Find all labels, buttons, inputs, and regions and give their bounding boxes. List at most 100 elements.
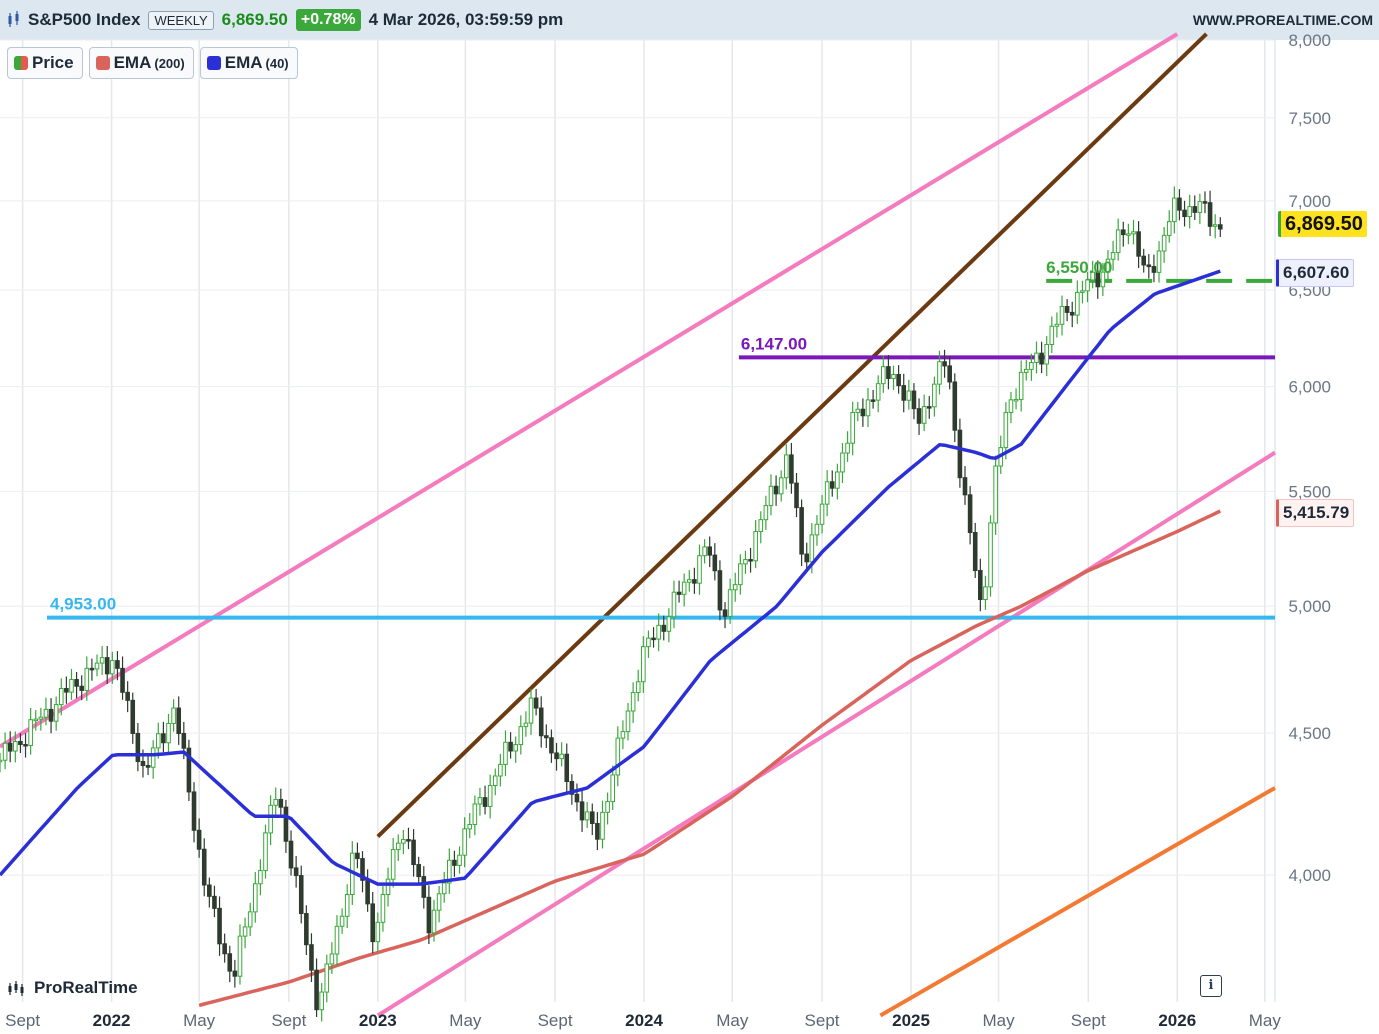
candle-body: [293, 867, 299, 877]
candle-body: [1059, 305, 1065, 325]
info-button[interactable]: i: [1200, 975, 1222, 997]
candle-body: [569, 780, 575, 795]
candle-body: [962, 477, 968, 496]
candle-body: [554, 752, 559, 760]
candle-body: [370, 903, 376, 943]
candle-body: [911, 390, 917, 410]
candle-body: [447, 859, 452, 884]
candle-body: [671, 591, 677, 618]
ema200-line: [198, 509, 1222, 1008]
candle-body: [237, 935, 243, 977]
legend-ema200-period: (200): [154, 55, 185, 71]
y-tick-label: 7,000: [1288, 192, 1331, 211]
horizontal-levels: [47, 278, 1275, 620]
candle-body: [886, 366, 891, 379]
candle-body: [171, 707, 176, 724]
candle-body: [1120, 229, 1126, 236]
candle-body: [43, 708, 49, 718]
candle-body: [972, 532, 978, 572]
trendline: [0, 32, 1179, 749]
candle-body: [875, 383, 881, 401]
candle-body: [978, 570, 983, 601]
candle-body: [1187, 206, 1192, 218]
candle-body: [1069, 311, 1075, 316]
candle-body: [503, 741, 508, 765]
candle-body: [329, 953, 335, 965]
candle-body: [263, 832, 268, 872]
y-tick-label: 8,000: [1288, 31, 1331, 50]
candle-body: [222, 943, 227, 955]
candle-body: [533, 697, 539, 709]
candle-body: [232, 970, 238, 977]
candle-body: [544, 735, 549, 739]
candle-body: [891, 373, 896, 379]
ema200-swatch: [95, 56, 110, 70]
legend-price[interactable]: Price: [7, 47, 83, 79]
legend-ema40[interactable]: EMA (40): [199, 47, 298, 79]
candle-body: [1064, 305, 1070, 313]
candle-body: [686, 579, 692, 583]
candle-body: [467, 824, 473, 830]
candle-body: [743, 559, 748, 565]
candle-body: [523, 722, 529, 728]
candle-body: [799, 507, 804, 555]
candle-body: [7, 742, 13, 752]
candle-body: [635, 681, 641, 694]
x-tick-label: Sept: [538, 1011, 573, 1030]
candle-body: [135, 732, 141, 762]
candle-body: [829, 481, 835, 489]
candle-body: [360, 858, 365, 881]
candle-body: [916, 408, 922, 424]
candle-body: [196, 829, 202, 850]
candle-body: [304, 913, 309, 946]
candle-body: [620, 731, 626, 739]
candle-body: [390, 849, 396, 880]
symbol-name[interactable]: S&P500 Index: [28, 10, 141, 29]
candle-body: [1126, 233, 1131, 236]
candle-body: [365, 879, 370, 905]
candle-body: [89, 667, 95, 671]
chart-header: S&P500 Index WEEKLY 6,869.50 +0.78% 4 Ma…: [0, 0, 1379, 40]
level-label: 4,953.00: [50, 595, 116, 614]
candle-body: [462, 828, 467, 856]
candle-body: [559, 753, 564, 760]
website-link[interactable]: WWW.PROREALTIME.COM: [1192, 12, 1373, 28]
candle-body: [217, 907, 222, 945]
trendline: [376, 32, 1208, 838]
candle-body: [804, 553, 810, 563]
candle-body: [651, 637, 656, 641]
candle-body: [247, 911, 253, 928]
candle-body: [191, 791, 197, 831]
candle-body: [763, 505, 769, 521]
legend-ema200[interactable]: EMA (200): [88, 47, 194, 79]
trendlines: [0, 32, 1277, 1018]
change-percent-badge: +0.78%: [295, 9, 361, 31]
trendline: [376, 450, 1277, 1018]
candle-body: [1090, 271, 1095, 281]
candle-body: [738, 563, 743, 586]
legend-ema40-period: (40): [265, 55, 289, 71]
candle-body: [176, 707, 182, 734]
candle-body: [436, 893, 442, 911]
candle-body: [926, 406, 932, 409]
candle-body: [421, 876, 427, 898]
candle-body: [477, 797, 483, 805]
level-label: 6,147.00: [741, 334, 807, 353]
candle-body: [1080, 290, 1085, 293]
y-tick-label: 6,000: [1288, 378, 1331, 397]
candle-body: [1156, 250, 1162, 273]
candle-body: [794, 482, 799, 509]
candle-body: [13, 740, 18, 752]
x-tick-label: 2022: [93, 1011, 131, 1030]
x-tick-label: 2024: [625, 1011, 663, 1030]
candle-body: [947, 365, 952, 383]
candle-body: [865, 399, 871, 417]
timeframe-button[interactable]: WEEKLY: [148, 10, 214, 30]
candle-body: [753, 531, 758, 562]
candle-body: [717, 570, 723, 611]
candle-body: [702, 546, 707, 557]
legend-price-label: Price: [32, 53, 74, 72]
candle-body: [375, 921, 381, 943]
ema40-badge: 6,607.60: [1276, 259, 1355, 287]
